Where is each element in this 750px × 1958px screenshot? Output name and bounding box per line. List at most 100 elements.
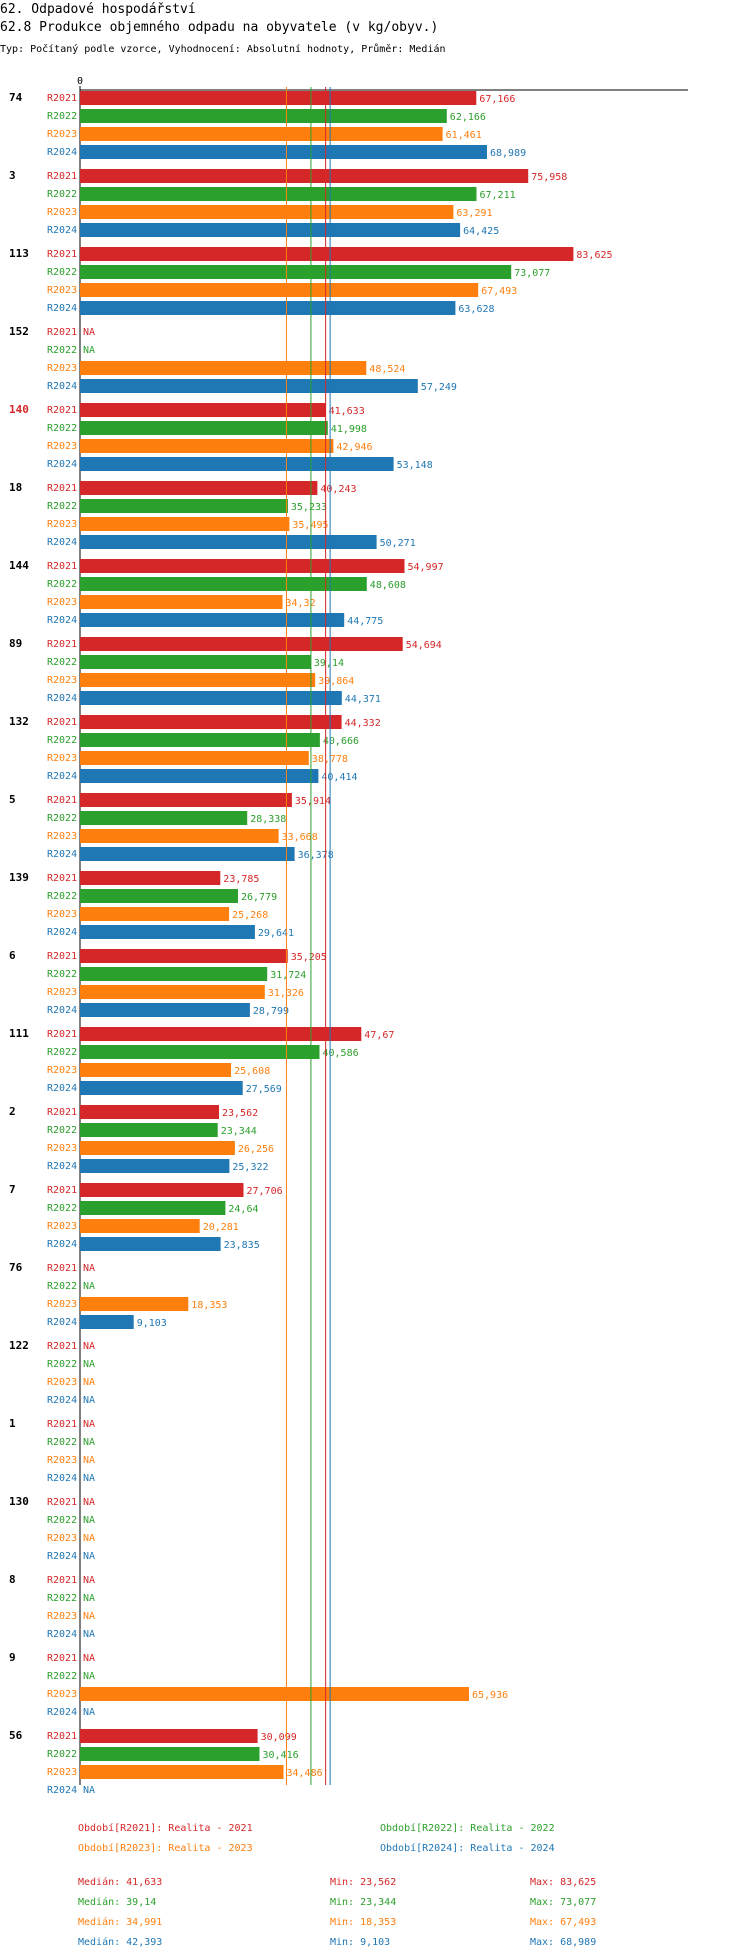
data-label: 23,562 (222, 1108, 258, 1119)
data-label: 9,103 (137, 1318, 167, 1329)
series-label: R2022 (47, 1125, 77, 1136)
group-label: 111 (9, 1027, 29, 1040)
group-label: 139 (9, 871, 29, 884)
series-label: R2022 (47, 111, 77, 122)
bar (80, 829, 279, 843)
series-label: R2024 (47, 1629, 77, 1640)
series-label: R2021 (47, 1107, 77, 1118)
data-label: 35,205 (291, 952, 327, 963)
data-label: 25,322 (232, 1162, 268, 1173)
group-label: 89 (9, 637, 22, 650)
series-label: R2023 (47, 831, 77, 842)
data-label: 68,989 (490, 148, 526, 159)
series-label: R2022 (47, 345, 77, 356)
series-label: R2022 (47, 1437, 77, 1448)
bar (80, 907, 230, 921)
na-label: NA (83, 1281, 95, 1292)
series-label: R2021 (47, 873, 77, 884)
series-label: R2023 (47, 519, 77, 530)
data-label: 39,14 (314, 658, 344, 669)
data-label: 67,166 (479, 94, 515, 105)
bar (80, 91, 477, 105)
series-label: R2024 (47, 537, 77, 548)
na-label: NA (83, 327, 95, 338)
na-label: NA (83, 1551, 95, 1562)
bar (80, 637, 403, 651)
stat-max-r2023: Max: 67,493 (530, 1917, 597, 1928)
series-label: R2021 (47, 405, 77, 416)
group-label: 144 (9, 559, 29, 572)
section-title: 62. Odpadové hospodářství (0, 2, 196, 17)
series-label: R2021 (47, 795, 77, 806)
series-label: R2024 (47, 1473, 77, 1484)
series-label: R2022 (47, 1047, 77, 1058)
bar (80, 481, 318, 495)
bar (80, 1315, 134, 1329)
series-label: R2022 (47, 1203, 77, 1214)
bar (80, 967, 268, 981)
series-label: R2023 (47, 363, 77, 374)
bar (80, 109, 447, 123)
data-label: 27,569 (246, 1084, 282, 1095)
data-label: 67,493 (481, 286, 517, 297)
bar (80, 187, 477, 201)
bar (80, 265, 512, 279)
data-label: 30,099 (261, 1732, 297, 1743)
na-label: NA (83, 1437, 95, 1448)
series-label: R2022 (47, 1593, 77, 1604)
data-label: 24,64 (228, 1204, 258, 1215)
bar (80, 1219, 200, 1233)
series-label: R2023 (47, 987, 77, 998)
data-label: 33,668 (282, 832, 318, 843)
bar (80, 871, 221, 885)
data-label: 57,249 (421, 382, 457, 393)
bar (80, 691, 342, 705)
series-label: R2024 (47, 1551, 77, 1562)
data-label: 54,997 (408, 562, 444, 573)
series-label: R2023 (47, 1065, 77, 1076)
series-label: R2023 (47, 1611, 77, 1622)
series-label: R2022 (47, 891, 77, 902)
data-label: 44,775 (347, 616, 383, 627)
bar (80, 769, 319, 783)
legend-period-r2023: Období[R2023]: Realita - 2023 (78, 1843, 253, 1854)
series-label: R2021 (47, 951, 77, 962)
data-label: 23,344 (221, 1126, 257, 1137)
data-label: 26,256 (238, 1144, 274, 1155)
data-label: 40,243 (320, 484, 356, 495)
group-label: 1 (9, 1417, 16, 1430)
series-label: R2024 (47, 147, 77, 158)
series-label: R2023 (47, 675, 77, 686)
group-label: 9 (9, 1651, 16, 1664)
series-label: R2024 (47, 1239, 77, 1250)
data-label: 53,148 (397, 460, 433, 471)
series-label: R2022 (47, 969, 77, 980)
data-label: 42,946 (336, 442, 372, 453)
series-label: R2024 (47, 927, 77, 938)
series-label: R2021 (47, 1419, 77, 1430)
series-label: R2024 (47, 381, 77, 392)
series-label: R2023 (47, 207, 77, 218)
group-label: 3 (9, 169, 16, 182)
series-label: R2023 (47, 753, 77, 764)
bar (80, 223, 461, 237)
bar (80, 421, 328, 435)
bar (80, 1747, 260, 1761)
group-label: 132 (9, 715, 29, 728)
stat-median-r2022: Medián: 39,14 (78, 1897, 157, 1908)
bar (80, 403, 326, 417)
series-label: R2022 (47, 501, 77, 512)
bar (80, 127, 443, 141)
na-label: NA (83, 1263, 95, 1274)
group-label: 74 (9, 91, 23, 104)
group-label: 5 (9, 793, 16, 806)
bar (80, 301, 456, 315)
bar (80, 1003, 250, 1017)
data-label: 67,211 (480, 190, 516, 201)
group-label: 2 (9, 1105, 16, 1118)
series-label: R2022 (47, 423, 77, 434)
series-label: R2022 (47, 1749, 77, 1760)
series-label: R2023 (47, 909, 77, 920)
series-label: R2021 (47, 561, 77, 572)
bar (80, 985, 265, 999)
